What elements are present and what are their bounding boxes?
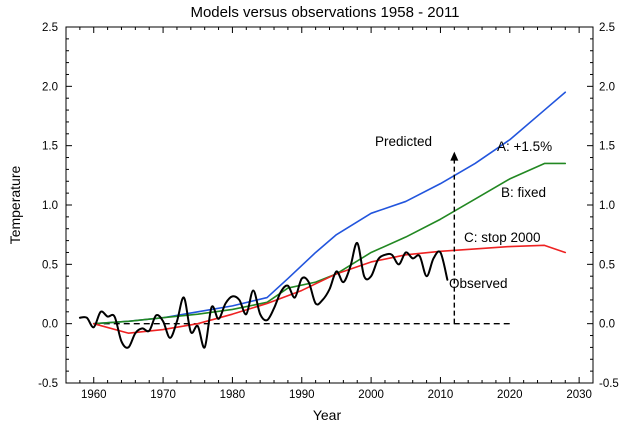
predicted-label: Predicted xyxy=(375,134,432,149)
axis-tick-labels: 1960 1970 1980 1990 2000 2010 2020 2030 -0.5 -0.5… xyxy=(38,22,619,401)
series-c-label: C: stop 2000 xyxy=(464,230,541,245)
y-tick-label-right: 0.5 xyxy=(599,259,615,271)
y-tick-label: 2.5 xyxy=(42,22,58,34)
axis-ticks xyxy=(66,26,593,384)
y-tick-label-right: 1.0 xyxy=(599,200,615,212)
y-tick-label: 2.0 xyxy=(42,81,58,93)
y-tick-label-right: 1.5 xyxy=(599,141,615,153)
x-axis-label: Year xyxy=(313,407,342,423)
chart-title: Models versus observations 1958 - 2011 xyxy=(190,4,459,21)
y-tick-label: 1.5 xyxy=(42,141,58,153)
x-tick-label: 2020 xyxy=(497,389,523,401)
x-tick-label: 1970 xyxy=(150,389,176,401)
x-tick-label: 2010 xyxy=(428,389,454,401)
y-tick-label-right: 2.5 xyxy=(599,22,615,34)
series-a-line xyxy=(92,91,567,325)
y-tick-label-right: -0.5 xyxy=(599,378,619,390)
series-lines xyxy=(78,91,567,349)
observed-label: Observed xyxy=(449,276,508,291)
predicted-arrow xyxy=(450,151,459,324)
x-tick-label: 1960 xyxy=(81,389,107,401)
y-tick-label-right: 2.0 xyxy=(599,81,615,93)
y-tick-label: -0.5 xyxy=(38,378,58,390)
x-tick-label: 2030 xyxy=(566,389,592,401)
predicted-arrow-head xyxy=(450,151,459,161)
y-tick-label-right: 0.0 xyxy=(599,319,615,331)
y-tick-label: 0.0 xyxy=(42,319,58,331)
y-axis-label: Temperature xyxy=(7,165,23,244)
y-tick-label: 0.5 xyxy=(42,259,58,271)
series-a-label: A: +1.5% xyxy=(497,139,552,154)
x-tick-label: 2000 xyxy=(358,389,384,401)
y-tick-label: 1.0 xyxy=(42,200,58,212)
observed-line xyxy=(78,241,449,349)
x-tick-label: 1980 xyxy=(220,389,246,401)
series-b-label: B: fixed xyxy=(501,185,546,200)
x-tick-label: 1990 xyxy=(289,389,315,401)
